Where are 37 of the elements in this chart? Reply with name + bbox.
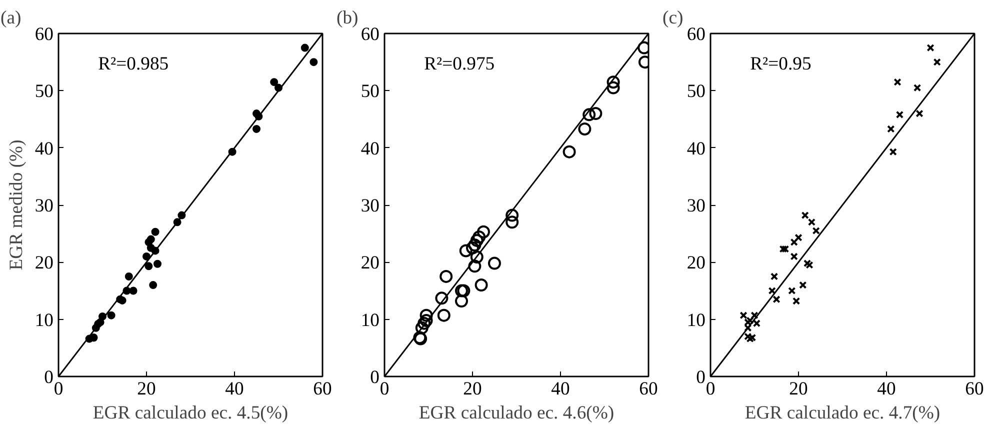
y-tick-label: 50 [360, 81, 380, 102]
annotation: R²=0.985 [98, 54, 169, 75]
x-tick-label: 20 [463, 378, 482, 400]
y-tick-label: 20 [360, 252, 380, 274]
annotation: R²=0.975 [424, 54, 495, 75]
x-tick-label: 40 [551, 378, 570, 400]
x-tick-label: 60 [639, 378, 658, 400]
y-tick-label: 40 [360, 138, 380, 160]
chart-title: (c) [662, 8, 684, 28]
y-tick-label: 60 [686, 24, 706, 45]
y-tick-label: 40 [686, 138, 706, 160]
x-tick-label: 60 [313, 378, 332, 400]
y-tick-label: 60 [34, 24, 54, 45]
y-tick-label: 20 [686, 252, 706, 274]
chart-title: (b) [336, 8, 358, 28]
y-tick-label: 10 [360, 310, 380, 331]
y-tick-label: 30 [34, 196, 54, 216]
x-tick-label: 20 [137, 378, 156, 400]
y-tick-label: 30 [360, 196, 380, 216]
y-tick-label: 20 [34, 252, 54, 274]
y-tick-label: 50 [34, 81, 54, 102]
y-tick-label: 60 [360, 24, 380, 45]
y-tick-label: 50 [686, 81, 706, 102]
y-tick-label: 10 [686, 310, 706, 331]
y-tick-label: 10 [34, 310, 54, 331]
x-axis-title: EGR calculado ec. 4.5(%) [92, 402, 288, 424]
y-axis-title: EGR medido (%) [6, 140, 27, 270]
x-tick-label: 40 [225, 378, 244, 400]
x-axis-title: EGR calculado ec. 4.7(%) [744, 402, 940, 424]
x-tick-label: 40 [877, 378, 896, 400]
chart-title: (a) [0, 8, 22, 28]
y-tick-label: 30 [686, 196, 706, 216]
x-tick-label: 20 [789, 378, 808, 400]
x-tick-label: 60 [965, 378, 984, 400]
y-tick-label: 40 [34, 138, 54, 160]
annotation: R²=0.95 [750, 54, 812, 75]
x-axis-title: EGR calculado ec. 4.6(%) [418, 402, 614, 424]
